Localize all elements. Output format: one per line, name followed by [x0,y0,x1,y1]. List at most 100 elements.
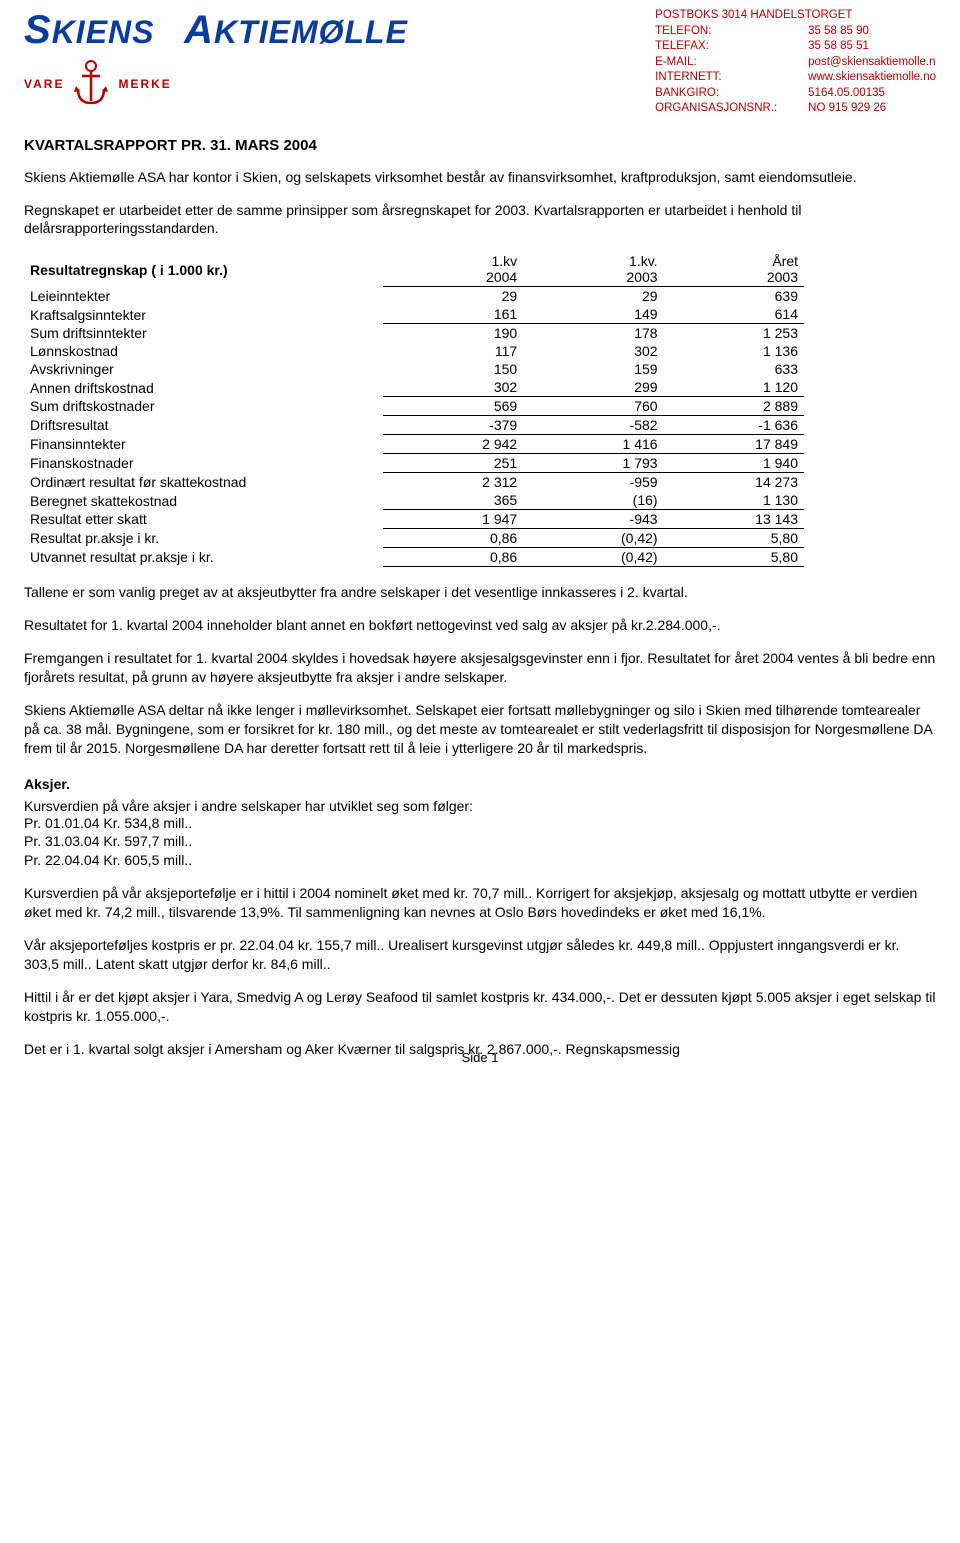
intro-para-2: Regnskapet er utarbeidet etter de samme … [24,201,936,239]
table-row: Utvannet resultat pr.aksje i kr.0,86(0,4… [24,548,804,567]
row-label: Annen driftskostnad [24,378,383,397]
row-label: Resultat pr.aksje i kr. [24,529,383,548]
logo-block: SKIENS AKTIEMØLLE VARE MERKE [24,8,408,117]
document-body: KVARTALSRAPPORT PR. 31. MARS 2004 Skiens… [0,121,960,1074]
cell: 13 143 [664,510,804,529]
aksjer-heading: Aksjer. [24,776,936,792]
aksjer-row: Pr. 22.04.04 Kr. 605,5 mill.. [24,851,936,870]
contact-label: ORGANISASJONSNR.: [655,101,808,117]
cell: 365 [383,491,523,510]
col-head: 2004 [486,269,517,285]
table-row: Driftsresultat-379-582-1 636 [24,416,804,435]
table-header-row: Resultatregnskap ( i 1.000 kr.) 1.kv2004… [24,252,804,287]
para-kursverdi: Kursverdien på vår aksjeportefølje er i … [24,884,936,922]
cell: 639 [664,287,804,306]
cell: 302 [383,378,523,397]
row-label: Driftsresultat [24,416,383,435]
contact-value: post@skiensaktiemolle.n [808,55,935,71]
cell: 1 940 [664,454,804,473]
row-label: Sum driftsinntekter [24,324,383,343]
para-result1: Resultatet for 1. kvartal 2004 inneholde… [24,616,936,635]
cell: 5,80 [664,529,804,548]
cell: 159 [523,360,663,378]
cell: -582 [523,416,663,435]
cell: 633 [664,360,804,378]
col-head: 1.kv [492,253,518,269]
cell: 0,86 [383,548,523,567]
cell: 29 [523,287,663,306]
anchor-icon [72,59,110,109]
table-row: Sum driftskostnader5697602 889 [24,397,804,416]
contact-label: BANKGIRO: [655,86,808,102]
row-label: Resultat etter skatt [24,510,383,529]
cell: 29 [383,287,523,306]
cell: 1 120 [664,378,804,397]
intro-para-1: Skiens Aktiemølle ASA har kontor i Skien… [24,168,936,187]
row-label: Avskrivninger [24,360,383,378]
cell: (16) [523,491,663,510]
col-head: 2003 [626,269,657,285]
cell: 178 [523,324,663,343]
para-kostpris: Vår aksjeporteføljes kostpris er pr. 22.… [24,936,936,974]
row-label: Lønnskostnad [24,342,383,360]
cell: 1 253 [664,324,804,343]
aksjer-block: Kursverdien på våre aksjer i andre selsk… [24,798,936,871]
table-row: Finansinntekter2 9421 41617 849 [24,435,804,454]
para-tallene: Tallene er som vanlig preget av at aksje… [24,583,936,602]
contact-row: TELEFON:35 58 85 90 [655,24,936,40]
contact-label: E-MAIL: [655,55,808,71]
cell: 760 [523,397,663,416]
trademark-row: VARE MERKE [24,59,408,109]
para-hittil: Hittil i år er det kjøpt aksjer i Yara, … [24,988,936,1026]
cell: 2 312 [383,473,523,492]
contact-value: NO 915 929 26 [808,101,886,117]
row-label: Leieinntekter [24,287,383,306]
cell: 14 273 [664,473,804,492]
table-row: Sum driftsinntekter1901781 253 [24,324,804,343]
contact-row: TELEFAX:35 58 85 51 [655,39,936,55]
cell: 17 849 [664,435,804,454]
contact-label: INTERNETT: [655,70,808,86]
cell: 569 [383,397,523,416]
company-word-ktiemolle: KTIEMØLLE [214,14,408,50]
cell: 150 [383,360,523,378]
cell: 251 [383,454,523,473]
aksjer-row: Pr. 31.03.04 Kr. 597,7 mill.. [24,832,936,851]
cell: 302 [523,342,663,360]
table-row: Lønnskostnad1173021 136 [24,342,804,360]
contact-value: 35 58 85 90 [808,24,869,40]
cell: (0,42) [523,529,663,548]
cell: -959 [523,473,663,492]
company-word-kiens: KIENS [52,14,155,50]
para-deltar: Skiens Aktiemølle ASA deltar nå ikke len… [24,701,936,758]
contact-row: ORGANISASJONSNR.:NO 915 929 26 [655,101,936,117]
row-label: Kraftsalgsinntekter [24,305,383,324]
table-row: Finanskostnader2511 7931 940 [24,454,804,473]
table-row: Ordinært resultat før skattekostnad2 312… [24,473,804,492]
company-letter-s: S [24,8,52,52]
table-row: Leieinntekter2929639 [24,287,804,306]
cell: 1 793 [523,454,663,473]
cell: 2 942 [383,435,523,454]
merke-label: MERKE [118,77,171,91]
cell: 190 [383,324,523,343]
para-fremgang: Fremgangen i resultatet for 1. kvartal 2… [24,649,936,687]
table-row: Annen driftskostnad3022991 120 [24,378,804,397]
col-head: Året [772,253,798,269]
cell: 299 [523,378,663,397]
cell: -943 [523,510,663,529]
contact-address: POSTBOKS 3014 HANDELSTORGET [655,8,936,24]
row-label: Sum driftskostnader [24,397,383,416]
cell: 2 889 [664,397,804,416]
cell: 161 [383,305,523,324]
aksjer-intro: Kursverdien på våre aksjer i andre selsk… [24,798,936,814]
cell: 614 [664,305,804,324]
cell: -1 636 [664,416,804,435]
table-row: Avskrivninger150159633 [24,360,804,378]
contact-label: TELEFAX: [655,39,808,55]
company-name: SKIENS AKTIEMØLLE [24,8,408,53]
aksjer-list: Pr. 01.01.04 Kr. 534,8 mill.. Pr. 31.03.… [24,814,936,871]
contact-row: BANKGIRO:5164.05.00135 [655,86,936,102]
cell: 117 [383,342,523,360]
col-head: 2003 [767,269,798,285]
